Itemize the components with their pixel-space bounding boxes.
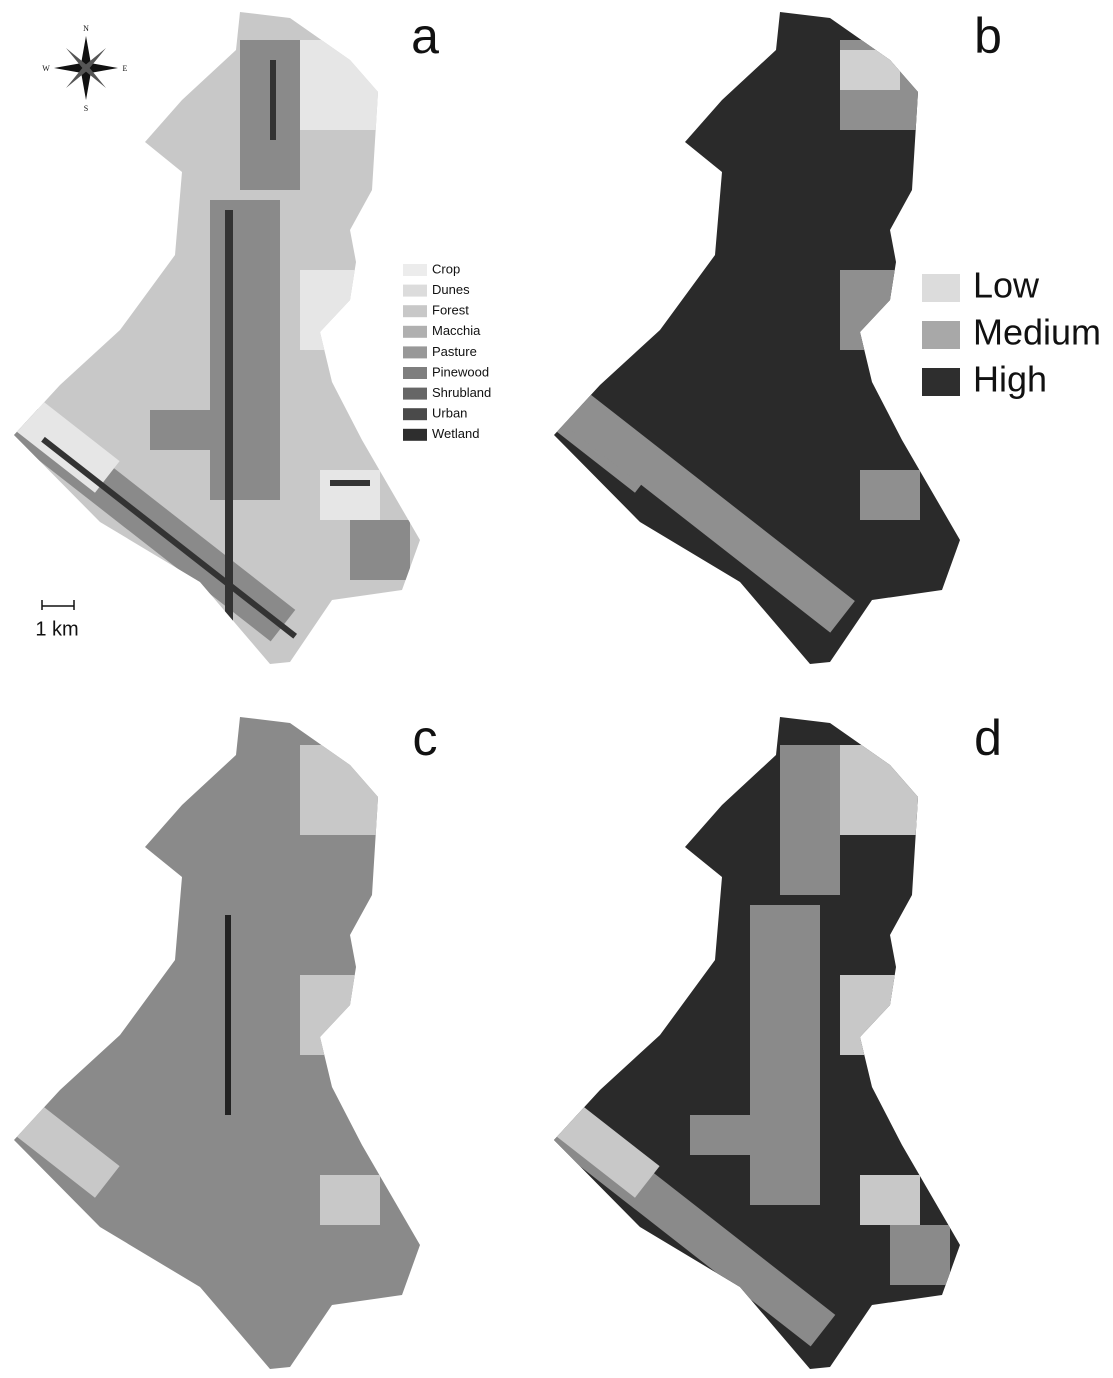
legend-swatch	[403, 264, 427, 276]
legend-label: Forest	[432, 303, 469, 318]
legend-label: Medium	[973, 312, 1101, 353]
legend-swatch	[403, 346, 427, 359]
legend-label: Dunes	[432, 282, 470, 297]
compass-w: W	[42, 64, 50, 73]
panel-label: a	[411, 8, 439, 64]
map-panel-a	[14, 12, 420, 664]
legend-label: Pasture	[432, 344, 477, 359]
panel-label: c	[413, 710, 438, 766]
map-panel-b	[554, 12, 960, 664]
map-panel-d	[554, 717, 960, 1369]
legend-swatch	[922, 274, 960, 302]
map-panel-c	[14, 717, 420, 1369]
panel-label: d	[974, 710, 1002, 766]
legend-swatch	[403, 408, 427, 421]
legend-label: Pinewood	[432, 364, 489, 379]
legend-swatch	[403, 305, 427, 318]
compass-e: E	[123, 64, 128, 73]
legend-swatch	[403, 387, 427, 400]
legend-swatch	[403, 428, 427, 441]
risk-patches	[554, 379, 855, 633]
risk-patches	[225, 915, 231, 1115]
compass: N S E W	[42, 24, 127, 113]
legend-swatch	[403, 367, 427, 379]
legend-label: Wetland	[432, 426, 479, 441]
scale-label: 1 km	[35, 618, 78, 640]
legend-swatch	[922, 368, 960, 396]
risk-patches	[840, 50, 900, 90]
legend-label: Crop	[432, 261, 460, 276]
compass-s: S	[84, 104, 88, 113]
legend-label: Urban	[432, 406, 467, 421]
scale-bar: 1 km	[35, 600, 79, 640]
land-cover-legend: Crop Dunes Forest Macchia Pasture Pinewood Shr…	[403, 261, 491, 441]
risk-legend: Low Medium High	[922, 265, 1101, 400]
compass-n: N	[83, 24, 89, 33]
legend-label: High	[973, 359, 1047, 400]
legend-swatch	[403, 325, 427, 338]
legend-swatch	[922, 321, 960, 349]
panel-label: b	[974, 8, 1002, 64]
legend-label: Low	[973, 265, 1040, 306]
legend-swatch	[403, 284, 427, 297]
legend-label: Macchia	[432, 323, 481, 338]
legend-label: Shrubland	[432, 385, 491, 400]
